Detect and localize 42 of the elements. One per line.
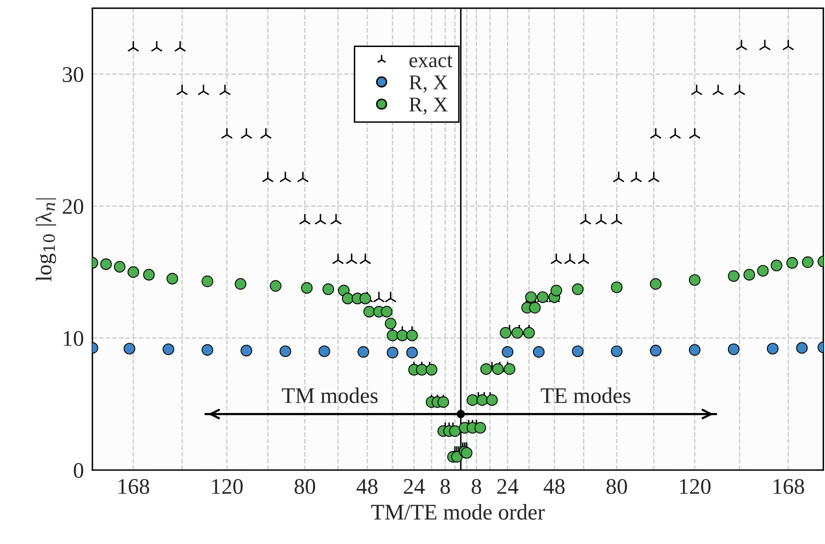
x-tick-label: 80 bbox=[606, 478, 627, 494]
y-axis-title: log$_{10}$ |λ$_{n}$| bbox=[36, 198, 56, 282]
legend-label: R, X bbox=[409, 98, 448, 115]
x-tick-label: 120 bbox=[212, 478, 243, 494]
x-tick-label: 80 bbox=[294, 478, 316, 494]
point bbox=[280, 345, 292, 358]
y-tick-label: 20 bbox=[62, 199, 84, 214]
point bbox=[796, 342, 808, 354]
point bbox=[358, 346, 370, 358]
legend-label: exact bbox=[410, 55, 453, 68]
point bbox=[240, 344, 252, 356]
point bbox=[532, 346, 545, 358]
point bbox=[650, 344, 662, 356]
x-tick-label: 120 bbox=[680, 478, 711, 494]
y-tick-label: 10 bbox=[64, 330, 84, 346]
x-tick-label: 48 bbox=[544, 478, 565, 494]
x-tick-label: 168 bbox=[118, 478, 150, 494]
x-tick-label: 168 bbox=[774, 478, 804, 494]
point bbox=[766, 342, 778, 354]
point bbox=[124, 342, 136, 354]
point bbox=[406, 346, 418, 358]
point bbox=[728, 343, 740, 356]
y-tick-label: 30 bbox=[62, 67, 84, 82]
point bbox=[688, 344, 700, 356]
x-tick-label: 24 bbox=[497, 479, 518, 494]
point bbox=[610, 345, 623, 358]
point bbox=[386, 346, 398, 358]
point bbox=[456, 410, 465, 418]
x-tick-label: 8 bbox=[440, 478, 450, 494]
x-tick-label: 48 bbox=[356, 478, 378, 494]
y-tick-label: 0 bbox=[74, 462, 84, 478]
x-axis-title: TM/TE mode order bbox=[371, 504, 545, 520]
point bbox=[162, 343, 174, 356]
point bbox=[502, 346, 514, 358]
point bbox=[572, 345, 584, 358]
annotation: TM modes bbox=[282, 388, 378, 404]
x-tick-label: 8 bbox=[472, 478, 482, 494]
point bbox=[318, 345, 330, 358]
legend-label: R, X bbox=[409, 76, 448, 92]
annotation: TE modes bbox=[540, 388, 630, 404]
x-tick-label: 24 bbox=[404, 479, 425, 494]
point bbox=[202, 344, 214, 356]
